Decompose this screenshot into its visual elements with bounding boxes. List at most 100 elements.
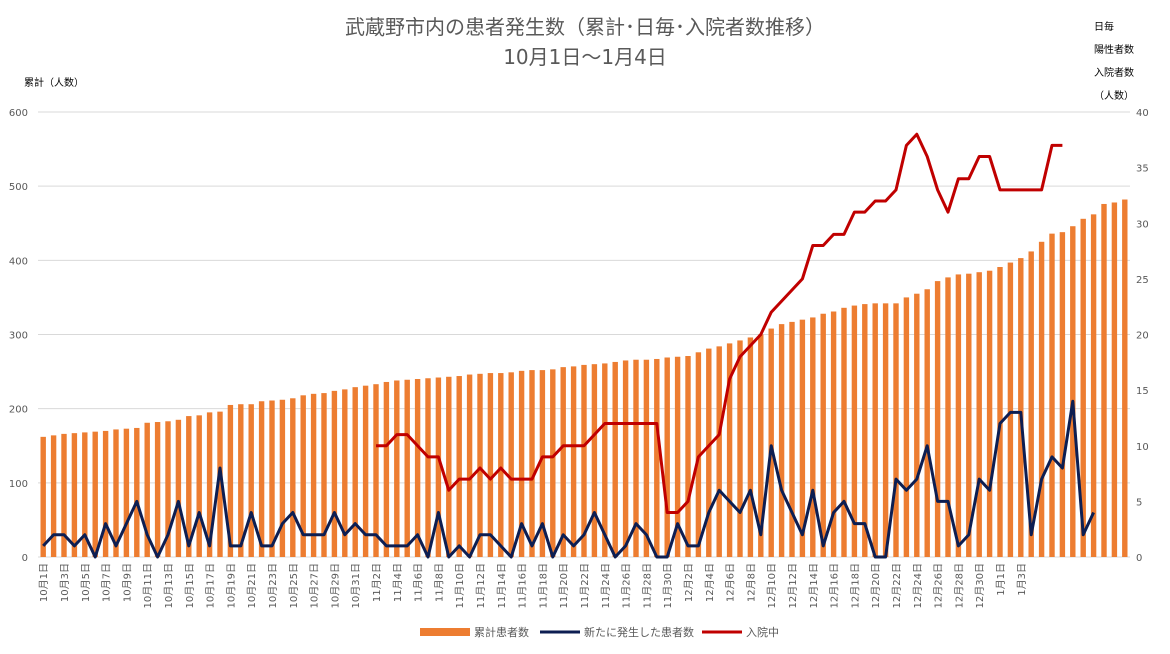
x-tick-label: 12月6日 [725, 563, 737, 602]
y-right-tick-label: 20 [1136, 331, 1149, 342]
x-tick-label: 12月4日 [704, 563, 716, 602]
bar [716, 346, 722, 557]
legend-label-cumulative: 累計患者数 [474, 625, 529, 639]
bar [810, 317, 816, 557]
series-hospitalized-line [376, 132, 1063, 514]
x-tick-label: 10月29日 [329, 563, 341, 608]
x-tick-label: 10月11日 [142, 563, 154, 608]
bar [446, 376, 452, 557]
bar [477, 373, 483, 557]
bar [934, 281, 941, 557]
bar [893, 303, 899, 557]
x-tick-label: 12月26日 [933, 563, 945, 608]
x-tick-label: 12月14日 [808, 563, 820, 608]
bar [1070, 226, 1076, 557]
bar [508, 372, 514, 557]
bar [290, 398, 296, 557]
bar [924, 289, 930, 557]
y-right-tick-label: 35 [1136, 164, 1149, 175]
x-tick-label: 10月23日 [267, 563, 279, 608]
x-tick-label: 11月24日 [600, 563, 612, 608]
bar [196, 415, 202, 557]
legend-label-hospitalized: 入院中 [746, 625, 779, 639]
bar [945, 277, 951, 557]
x-tick-label: 12月8日 [745, 563, 757, 602]
bar [373, 384, 379, 557]
x-tick-label: 11月2日 [371, 563, 383, 602]
y-left-tick-label: 500 [9, 182, 28, 193]
bar [258, 401, 265, 557]
bar [830, 311, 837, 557]
bar [154, 422, 161, 557]
x-tick-label: 10月1日 [38, 563, 50, 602]
x-tick-label: 11月18日 [537, 563, 549, 608]
bar [1122, 199, 1128, 557]
bar [331, 390, 338, 557]
bar [498, 373, 504, 557]
bar [123, 428, 130, 557]
y-right-tick-label: 40 [1136, 108, 1149, 119]
bar [706, 348, 712, 557]
series-cumulative-bars [40, 199, 1128, 558]
bar [71, 433, 78, 557]
bar [92, 431, 98, 557]
bar [50, 435, 57, 557]
bar [591, 364, 598, 557]
bar [997, 267, 1003, 557]
bar [269, 400, 275, 557]
bar [425, 378, 431, 557]
bar [851, 305, 858, 557]
x-tick-label: 10月3日 [59, 563, 71, 602]
bar [279, 399, 286, 557]
y-right-label-line: 入院者数 [1094, 66, 1134, 79]
bar [789, 321, 795, 557]
bar [82, 432, 88, 557]
bar [602, 363, 608, 557]
x-tick-label: 11月22日 [579, 563, 591, 608]
x-tick-label: 11月8日 [433, 563, 445, 602]
bar [113, 429, 119, 557]
series-daily-line [42, 399, 1095, 559]
bar [217, 411, 223, 557]
y-left-tick-label: 100 [9, 479, 28, 490]
x-tick-label: 1月3日 [1016, 563, 1028, 596]
x-tick-label: 12月20日 [870, 563, 882, 608]
bar [362, 385, 369, 557]
y-right-tick-label: 10 [1136, 442, 1149, 453]
bar [1101, 203, 1107, 557]
x-tick-label: 12月2日 [683, 563, 695, 602]
x-tick-labels: 10月1日 10月3日 10月5日 10月7日 10月9日 10月11日 10月13日 10月… [38, 563, 1028, 608]
x-tick-label: 11月30日 [662, 563, 674, 608]
x-tick-label: 12月30日 [974, 563, 986, 608]
bar [622, 360, 629, 557]
bar [518, 370, 525, 557]
bar [40, 436, 46, 557]
x-tick-label: 10月21日 [246, 563, 258, 608]
legend: 累計患者数 新たに発生した患者数 入院中 [420, 625, 779, 639]
bar [612, 361, 618, 557]
x-tick-label: 12月28日 [953, 563, 965, 608]
bar [227, 404, 234, 557]
x-tick-label: 10月7日 [101, 563, 113, 602]
bar [1059, 232, 1066, 557]
bar [435, 377, 442, 557]
bar [685, 356, 691, 557]
bar [102, 430, 109, 557]
x-tick-label: 11月10日 [454, 563, 466, 608]
bar [737, 340, 743, 557]
bar [955, 274, 962, 557]
x-tick-label: 10月19日 [225, 563, 237, 608]
bar [186, 416, 192, 557]
y-right-label-line: 陽性者数 [1094, 43, 1134, 56]
bar [539, 370, 546, 557]
bar [206, 412, 213, 557]
x-tick-label: 12月16日 [829, 563, 841, 608]
bar [144, 422, 150, 557]
bar [414, 379, 421, 557]
y-right-label-line: （人数） [1094, 89, 1134, 102]
bar [321, 393, 327, 557]
y-right-ticks: 0 5 10 15 20 25 30 35 40 [1136, 108, 1149, 564]
bar [300, 395, 306, 557]
